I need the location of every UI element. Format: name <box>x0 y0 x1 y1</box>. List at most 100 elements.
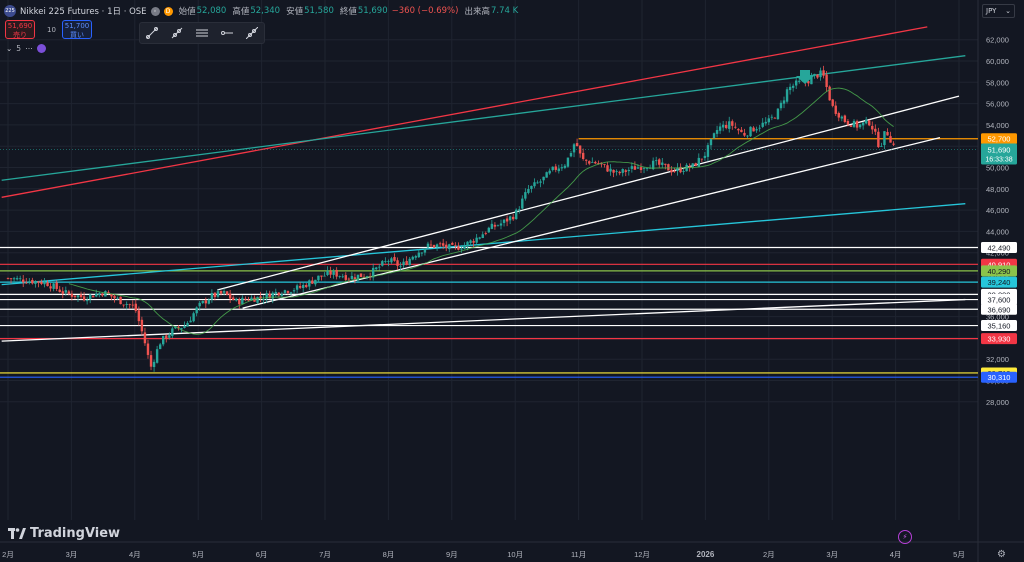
candle-body <box>639 167 643 170</box>
candle-body <box>435 244 439 248</box>
candle-body <box>31 279 34 284</box>
x-tick-label: 5月 <box>192 550 204 559</box>
y-tick-label: 54,000 <box>986 121 1009 130</box>
candle-body <box>201 300 204 304</box>
candle-body <box>779 102 783 109</box>
candle-body <box>195 307 198 314</box>
candle-body <box>621 169 624 173</box>
candle-body <box>731 121 734 126</box>
candle-body <box>667 164 670 171</box>
candle-body <box>670 169 673 173</box>
candle-body <box>591 162 594 163</box>
candle-body <box>359 273 363 277</box>
candle-body <box>545 172 548 178</box>
candle-body <box>198 302 201 307</box>
sell-button[interactable]: 51,690 売り <box>5 20 35 39</box>
candle-body <box>189 320 192 323</box>
gear-icon[interactable]: ⚙ <box>997 549 1006 560</box>
candle-body <box>575 143 579 147</box>
candle-body <box>585 159 588 161</box>
price-level-badge <box>981 241 1017 253</box>
candle-body <box>381 261 384 266</box>
price-level-badge <box>981 320 1017 332</box>
candle-body <box>846 121 850 125</box>
candle-body <box>661 162 664 165</box>
candle-body <box>782 100 786 104</box>
candle-body <box>764 121 767 124</box>
x-tick-label: 3月 <box>826 550 838 559</box>
candle-body <box>597 162 600 164</box>
candle-body <box>798 80 801 82</box>
candle-body <box>624 170 627 172</box>
candle-body <box>658 159 661 165</box>
horizontal-ray-icon[interactable] <box>219 26 235 40</box>
candle-body <box>521 198 524 209</box>
candle-body <box>286 291 290 293</box>
candle-body <box>180 328 183 330</box>
candle-body <box>721 124 725 128</box>
price-level-badge <box>981 265 1017 277</box>
lightning-icon[interactable]: ⚡ <box>898 530 912 544</box>
candle-body <box>636 167 640 169</box>
candle-body <box>493 224 497 227</box>
session-dot-icon: ◦ <box>150 6 160 16</box>
chevron-down-icon[interactable]: ⌄ <box>6 44 13 53</box>
candle-body <box>709 138 713 146</box>
price-level-badge <box>981 276 1017 288</box>
symbol-title[interactable]: Nikkei 225 Futures · 1日 · OSE <box>20 7 147 17</box>
candle-body <box>25 282 28 284</box>
tradingview-mark-icon <box>8 527 26 539</box>
trend-line <box>1 203 966 286</box>
candle-body <box>146 343 150 355</box>
ray-icon[interactable] <box>169 26 185 40</box>
currency-selector[interactable]: JPY ⌄ <box>982 4 1015 18</box>
candle-body <box>688 166 691 168</box>
buy-label: 買い <box>70 31 84 39</box>
candle-body <box>880 146 883 147</box>
trend-line-icon[interactable] <box>144 26 160 40</box>
candle-body <box>43 281 46 285</box>
x-tick-label: 5月 <box>953 550 965 559</box>
candle-body <box>34 280 37 284</box>
candle-body <box>831 99 834 106</box>
candle-body <box>484 233 487 234</box>
candle-body <box>140 319 144 332</box>
x-tick-label: 11月 <box>571 550 586 559</box>
y-tick-label: 58,000 <box>986 78 1009 87</box>
candle-body <box>679 166 682 173</box>
extended-line-icon[interactable] <box>244 26 260 40</box>
candle-body <box>28 281 31 283</box>
candle-body <box>481 234 484 239</box>
candle-body <box>95 293 98 297</box>
candle-body <box>825 74 828 88</box>
sell-price: 51,690 <box>7 22 33 30</box>
candle-body <box>539 181 542 183</box>
candle-body <box>350 275 354 280</box>
candle-body <box>241 297 244 304</box>
candle-body <box>581 152 585 159</box>
tradingview-logo[interactable]: TradingView <box>8 526 120 541</box>
candle-body <box>533 182 536 187</box>
candle-body <box>259 296 262 299</box>
candle-body <box>341 276 344 278</box>
delayed-data-icon[interactable]: D <box>163 6 173 16</box>
candle-body <box>192 313 195 322</box>
ellipsis-icon[interactable]: ⋯ <box>25 44 33 53</box>
volume-label: 出来高 <box>464 7 490 17</box>
settings-icon[interactable] <box>36 44 46 53</box>
candle-body <box>171 328 174 337</box>
candle-body <box>204 300 208 304</box>
candle-body <box>557 168 561 172</box>
candle-body <box>861 122 865 126</box>
buy-button[interactable]: 51,700 買い <box>62 20 92 39</box>
candle-body <box>615 171 618 172</box>
parallel-channel-icon[interactable] <box>194 26 210 40</box>
candle-body <box>569 153 573 157</box>
candle-body <box>82 296 86 301</box>
indicator-legend[interactable]: ⌄ 5 ⋯ <box>6 44 46 53</box>
candle-body <box>496 225 500 227</box>
x-tick-label: 8月 <box>383 550 395 559</box>
candle-body <box>527 189 530 193</box>
candle-body <box>219 290 223 294</box>
